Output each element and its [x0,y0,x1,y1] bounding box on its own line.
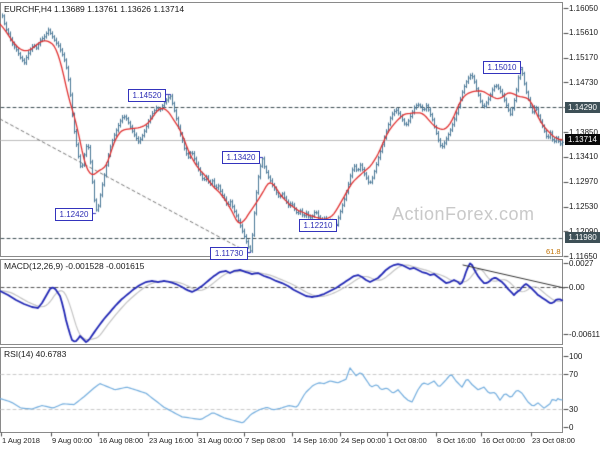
fib-61.8-label: 61.8 [546,247,561,256]
price-flag[interactable]: 1.13420 [222,151,260,165]
price-axis-label: 1.12090 [569,227,598,236]
date-axis-label: 24 Sep 00:00 [341,436,386,445]
date-axis-label: 23 Aug 16:00 [149,436,194,445]
price-axis-label: 1.14730 [569,77,598,87]
price-axis-label: 1.16050 [569,3,598,13]
date-axis-label: 9 Aug 00:00 [52,436,93,445]
price-flag[interactable]: 1.14520 [128,88,166,102]
price-flag[interactable]: 1.11730 [210,246,248,260]
rsi-axis-label: 70 [569,369,578,379]
macd-indicator-label: MACD(12,26,9) -0.001528 -0.001615 [4,261,145,271]
macd-axis-label: 0.0027 [569,258,594,268]
price-axis-label: 1.13850 [569,127,598,137]
date-axis-label: 7 Sep 08:00 [245,436,286,445]
price-axis-label: 1.11650 [569,251,598,261]
current-price-badge: 1.13714 [565,134,600,146]
rsi-axis-label: 30 [569,404,578,414]
date-axis-label: 16 Oct 00:00 [482,436,525,445]
price-flag[interactable]: 1.12210 [299,219,337,233]
rsi-axis-label: 0 [569,422,574,432]
price-flag[interactable]: 1.12420 [55,207,93,221]
date-axis-label: 14 Sep 16:00 [293,436,338,445]
price-axis-label: 1.13410 [569,152,598,162]
date-axis-label: 1 Oct 08:00 [388,436,427,445]
price-axis-label: 1.15610 [569,28,598,38]
level-price-badge: 1.14290 [565,101,600,113]
macd-axis-label: 0.00 [569,282,585,292]
level-price-badge: 1.11980 [565,232,600,244]
symbol-title: EURCHF,H4 1.13689 1.13761 1.13626 1.1371… [4,4,185,14]
price-axis-label: 1.12970 [569,177,598,187]
date-axis-label: 31 Aug 00:00 [198,436,243,445]
price-flag[interactable]: 1.15010 [483,61,521,75]
date-axis-label: 16 Aug 08:00 [99,436,144,445]
date-axis-label: 1 Aug 2018 [2,436,40,445]
watermark: ActionForex.com [392,204,535,224]
date-axis-label: 8 Oct 16:00 [437,436,476,445]
rsi-indicator-label: RSI(14) 40.6783 [4,349,67,359]
macd-axis-label: -0.006114 [569,329,600,339]
price-axis-label: 1.12530 [569,202,598,212]
date-axis-label: 23 Oct 08:00 [532,436,575,445]
rsi-axis-label: 100 [569,351,583,361]
price-axis-label: 1.15170 [569,53,598,63]
